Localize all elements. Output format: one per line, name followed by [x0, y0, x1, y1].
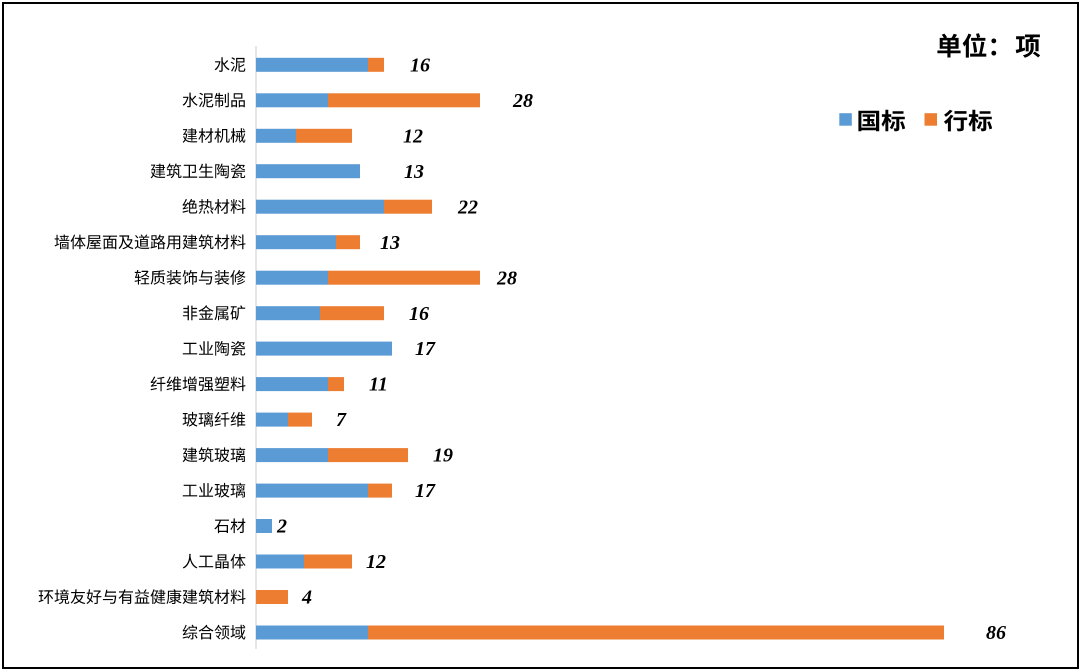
svg-text:12: 12: [403, 125, 423, 147]
svg-text:16: 16: [409, 303, 429, 325]
svg-text:28: 28: [512, 90, 533, 112]
svg-text:22: 22: [457, 196, 478, 218]
svg-text:28: 28: [496, 267, 517, 289]
svg-text:7: 7: [336, 409, 347, 431]
svg-text:86: 86: [986, 622, 1006, 644]
svg-text:19: 19: [433, 445, 453, 467]
svg-text:16: 16: [410, 54, 430, 76]
svg-text:11: 11: [369, 374, 388, 396]
svg-text:17: 17: [415, 480, 436, 502]
svg-text:2: 2: [276, 516, 287, 538]
svg-text:17: 17: [415, 338, 436, 360]
svg-text:13: 13: [380, 232, 400, 254]
svg-text:13: 13: [404, 161, 424, 183]
svg-text:4: 4: [301, 587, 312, 609]
svg-text:12: 12: [366, 551, 386, 573]
